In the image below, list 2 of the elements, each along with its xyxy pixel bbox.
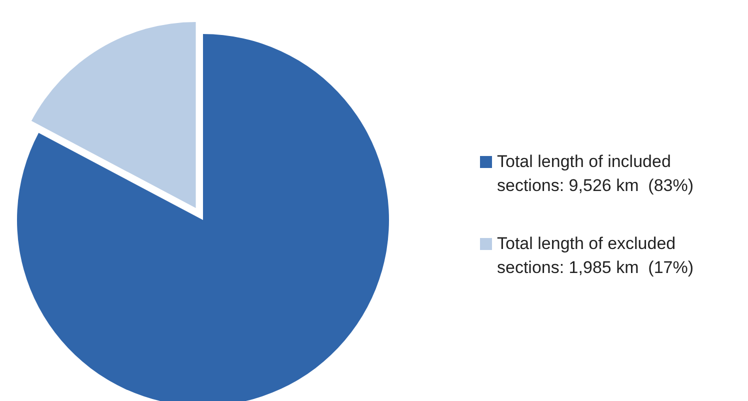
legend-label: Total length of included sections: 9,526 km (83%) (497, 151, 695, 197)
legend-label: Total length of excluded sections: 1,985 km (17%) (497, 233, 695, 279)
